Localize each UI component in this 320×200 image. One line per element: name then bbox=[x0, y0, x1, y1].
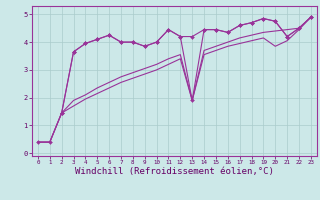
X-axis label: Windchill (Refroidissement éolien,°C): Windchill (Refroidissement éolien,°C) bbox=[75, 167, 274, 176]
